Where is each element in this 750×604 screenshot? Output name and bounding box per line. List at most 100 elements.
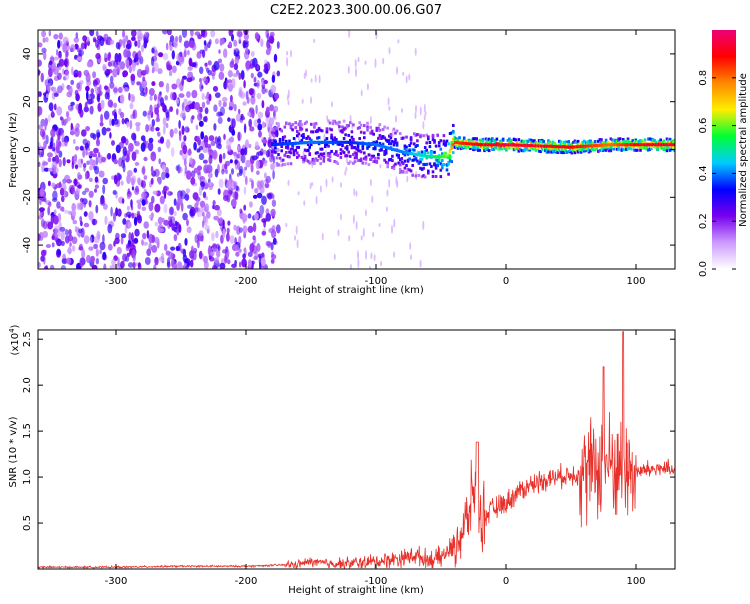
ridge-cell — [623, 147, 627, 151]
noise-cell — [57, 213, 62, 222]
noise-cell — [86, 98, 93, 105]
ridge-cell — [333, 152, 336, 156]
noise-cell — [184, 165, 188, 175]
noise-cell — [234, 159, 239, 164]
noise-cell — [45, 244, 52, 248]
ridge-cell — [333, 160, 336, 163]
noise-cell — [249, 177, 253, 183]
noise-cell — [80, 42, 85, 50]
ridge-core — [517, 143, 521, 147]
ridge-cell — [300, 138, 304, 142]
noise-cell — [252, 57, 258, 68]
noise-cell — [238, 248, 242, 253]
ridge-cell — [338, 125, 341, 129]
ridge-cell — [403, 166, 407, 170]
noise-cell — [265, 175, 271, 184]
noise-cell — [75, 146, 80, 151]
ridge-cell — [374, 141, 377, 145]
noise-cell — [165, 123, 169, 128]
noise-cell — [118, 141, 124, 149]
ridge-core — [483, 143, 486, 147]
noise-cell — [111, 140, 115, 146]
ridge-core — [601, 143, 605, 147]
noise-cell — [137, 39, 141, 49]
noise-cell — [150, 125, 155, 132]
noise-cell — [153, 62, 159, 72]
noise-cell — [213, 104, 218, 112]
noise-cell — [101, 126, 107, 136]
ridge-cell — [383, 153, 386, 156]
noise-cell — [151, 81, 156, 87]
ridge-core — [327, 140, 330, 144]
ridge-cell — [355, 151, 358, 155]
sparse-cell — [301, 98, 304, 104]
noise-cell — [91, 264, 98, 269]
noise-cell — [204, 141, 208, 148]
noise-cell — [163, 190, 167, 200]
ridge-cell — [444, 141, 447, 145]
noise-cell — [38, 124, 43, 130]
ridge-cell — [403, 153, 407, 157]
ridge-cell — [372, 147, 375, 151]
noise-cell — [141, 191, 147, 199]
noise-cell — [186, 226, 192, 234]
ridge-cell — [330, 133, 333, 137]
ridge-core — [319, 140, 322, 144]
ridge-cell — [512, 148, 516, 152]
noise-cell — [242, 101, 247, 106]
ridge-cell — [311, 161, 315, 165]
noise-cell — [249, 126, 255, 132]
ridge-cell — [358, 126, 361, 129]
noise-cell — [83, 162, 87, 168]
noise-cell — [100, 99, 105, 110]
noise-cell — [102, 177, 108, 185]
sparse-cell — [366, 83, 369, 91]
ridge-cell — [434, 166, 438, 170]
sparse-cell — [405, 75, 408, 84]
ridge-cell — [562, 147, 566, 151]
noise-cell — [257, 118, 262, 124]
ridge-cell — [604, 138, 608, 142]
ridge-cell — [559, 142, 563, 146]
ridge-cell — [403, 147, 407, 151]
sparse-cell — [382, 57, 385, 65]
ridge-core — [632, 143, 636, 147]
ridge-core — [587, 144, 591, 148]
noise-cell — [213, 60, 220, 71]
noise-cell — [83, 222, 90, 228]
sparse-cell — [414, 112, 417, 120]
ridge-cell — [325, 137, 329, 141]
noise-cell — [189, 40, 195, 48]
noise-cell — [93, 243, 98, 250]
noise-cell — [40, 72, 44, 83]
ridge-cell — [612, 141, 616, 145]
ridge-cell — [311, 157, 315, 161]
ridge-cell — [486, 140, 489, 144]
ridge-cell — [447, 142, 450, 146]
sparse-cell — [372, 231, 375, 238]
sparse-cell — [313, 38, 316, 44]
ridge-cell — [350, 135, 354, 139]
noise-cell — [42, 37, 46, 43]
ridge-cell — [590, 146, 594, 150]
snr-series-line — [38, 331, 675, 569]
ridge-cell — [377, 156, 380, 160]
ridge-cell — [623, 139, 627, 143]
ridge-core — [397, 149, 400, 153]
noise-cell — [82, 148, 86, 158]
ridge-cell — [305, 128, 308, 132]
ridge-cell — [441, 152, 444, 156]
ridge-cell — [576, 142, 580, 145]
ridge-cell — [562, 140, 566, 144]
ridge-cell — [491, 147, 494, 151]
noise-cell — [158, 228, 165, 233]
noise-cell — [104, 92, 109, 100]
ridge-cell — [405, 145, 408, 149]
noise-cell — [99, 241, 106, 251]
noise-cell — [73, 178, 78, 187]
noise-cell — [83, 211, 88, 217]
sparse-cell — [415, 104, 417, 114]
snr-scale-prefix: (x10 — [10, 333, 21, 356]
ridge-cell — [673, 138, 675, 142]
ridge-core — [556, 145, 560, 149]
